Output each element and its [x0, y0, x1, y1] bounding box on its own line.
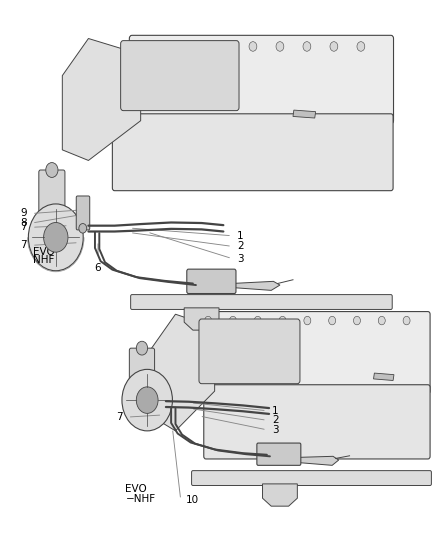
- Circle shape: [249, 42, 257, 51]
- FancyBboxPatch shape: [129, 35, 393, 124]
- Circle shape: [230, 317, 237, 325]
- Circle shape: [276, 42, 284, 51]
- Polygon shape: [232, 281, 280, 290]
- Text: −NHF: −NHF: [125, 494, 155, 504]
- Text: 1: 1: [237, 231, 244, 241]
- Polygon shape: [262, 484, 297, 506]
- Text: 7: 7: [20, 222, 27, 232]
- FancyBboxPatch shape: [199, 319, 300, 384]
- Text: EVO: EVO: [125, 484, 147, 494]
- Text: 3: 3: [272, 425, 279, 435]
- Text: 7: 7: [116, 412, 122, 422]
- Circle shape: [205, 317, 212, 325]
- Polygon shape: [184, 308, 219, 330]
- Circle shape: [403, 317, 410, 325]
- FancyBboxPatch shape: [120, 41, 239, 111]
- Text: NHF: NHF: [33, 255, 54, 265]
- Circle shape: [195, 42, 203, 51]
- Text: 9: 9: [20, 208, 27, 219]
- Circle shape: [330, 42, 338, 51]
- Polygon shape: [293, 110, 316, 118]
- Text: 2: 2: [272, 415, 279, 425]
- Text: EVO: EVO: [33, 247, 54, 257]
- FancyBboxPatch shape: [39, 170, 65, 216]
- Circle shape: [254, 317, 261, 325]
- Circle shape: [136, 387, 158, 414]
- Polygon shape: [298, 456, 339, 465]
- Circle shape: [141, 42, 149, 51]
- Circle shape: [79, 223, 87, 233]
- Text: 8: 8: [20, 218, 27, 228]
- Circle shape: [303, 42, 311, 51]
- FancyBboxPatch shape: [191, 471, 431, 486]
- Circle shape: [378, 317, 385, 325]
- FancyBboxPatch shape: [197, 312, 430, 394]
- Text: 2: 2: [237, 241, 244, 252]
- Text: 7: 7: [20, 240, 27, 251]
- Polygon shape: [374, 373, 394, 381]
- Text: 1: 1: [272, 406, 279, 416]
- Circle shape: [357, 42, 365, 51]
- Circle shape: [46, 163, 58, 177]
- Circle shape: [353, 317, 360, 325]
- Circle shape: [168, 42, 176, 51]
- FancyBboxPatch shape: [131, 295, 392, 310]
- Circle shape: [136, 341, 148, 355]
- Circle shape: [222, 42, 230, 51]
- FancyBboxPatch shape: [187, 269, 236, 294]
- Circle shape: [304, 317, 311, 325]
- Polygon shape: [62, 38, 141, 160]
- FancyBboxPatch shape: [129, 348, 155, 391]
- FancyBboxPatch shape: [113, 114, 393, 191]
- Circle shape: [44, 222, 68, 252]
- Circle shape: [279, 317, 286, 325]
- Circle shape: [328, 317, 336, 325]
- Circle shape: [28, 204, 83, 271]
- FancyBboxPatch shape: [257, 443, 301, 465]
- FancyBboxPatch shape: [204, 385, 430, 459]
- Polygon shape: [149, 314, 215, 431]
- Text: 10: 10: [186, 495, 199, 505]
- Circle shape: [122, 369, 173, 431]
- Text: 6: 6: [95, 263, 101, 273]
- Text: 3: 3: [237, 254, 244, 263]
- FancyBboxPatch shape: [76, 196, 90, 230]
